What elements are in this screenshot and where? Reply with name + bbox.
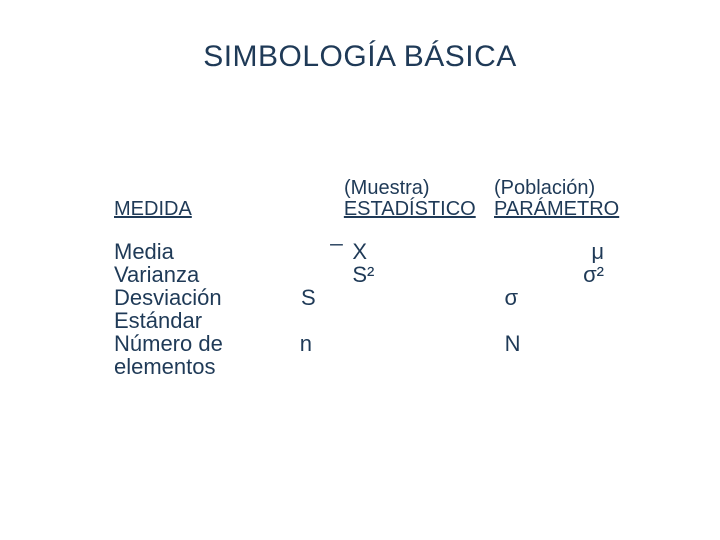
header-estadistico: ESTADÍSTICO bbox=[344, 198, 476, 220]
label-varianza: Varianza bbox=[114, 263, 328, 286]
row-desv: Desviación Estándar S σ bbox=[114, 286, 614, 332]
label-desv: Desviación Estándar bbox=[114, 286, 301, 332]
header-parametro: PARÁMETRO bbox=[494, 198, 619, 220]
stat-numero-symbol: n bbox=[300, 331, 312, 356]
slide-title: SIMBOLOGÍA BÁSICA bbox=[0, 40, 720, 74]
row-numero: Número de elementos n N bbox=[114, 332, 614, 378]
label-numero: Número de elementos bbox=[114, 332, 324, 378]
row-varianza: Varianza S² σ² bbox=[114, 263, 614, 286]
stat-numero: n bbox=[324, 332, 461, 355]
header-lower-row: MEDIDA ESTADÍSTICO PARÁMETRO bbox=[114, 199, 614, 220]
param-desv: σ bbox=[461, 286, 614, 309]
row-media: Media _ X μ bbox=[114, 240, 614, 263]
header-upper-row: (Muestra) (Población) bbox=[114, 178, 614, 199]
spacer bbox=[114, 220, 614, 240]
param-media: μ bbox=[492, 240, 614, 263]
stat-desv: S bbox=[301, 286, 461, 309]
slide: SIMBOLOGÍA BÁSICA (Muestra) (Población) … bbox=[0, 0, 720, 540]
xbar-overline: _ bbox=[330, 222, 342, 245]
content-block: (Muestra) (Población) MEDIDA ESTADÍSTICO… bbox=[114, 178, 614, 379]
stat-media: _ X bbox=[328, 240, 492, 263]
param-numero: N bbox=[461, 332, 614, 355]
stat-media-symbol: X bbox=[352, 239, 367, 264]
header-muestra: (Muestra) bbox=[344, 178, 494, 199]
header-medida: MEDIDA bbox=[114, 198, 192, 220]
stat-varianza: S² bbox=[328, 263, 492, 286]
param-varianza: σ² bbox=[492, 263, 614, 286]
header-poblacion: (Población) bbox=[494, 178, 614, 199]
label-media: Media bbox=[114, 240, 328, 263]
